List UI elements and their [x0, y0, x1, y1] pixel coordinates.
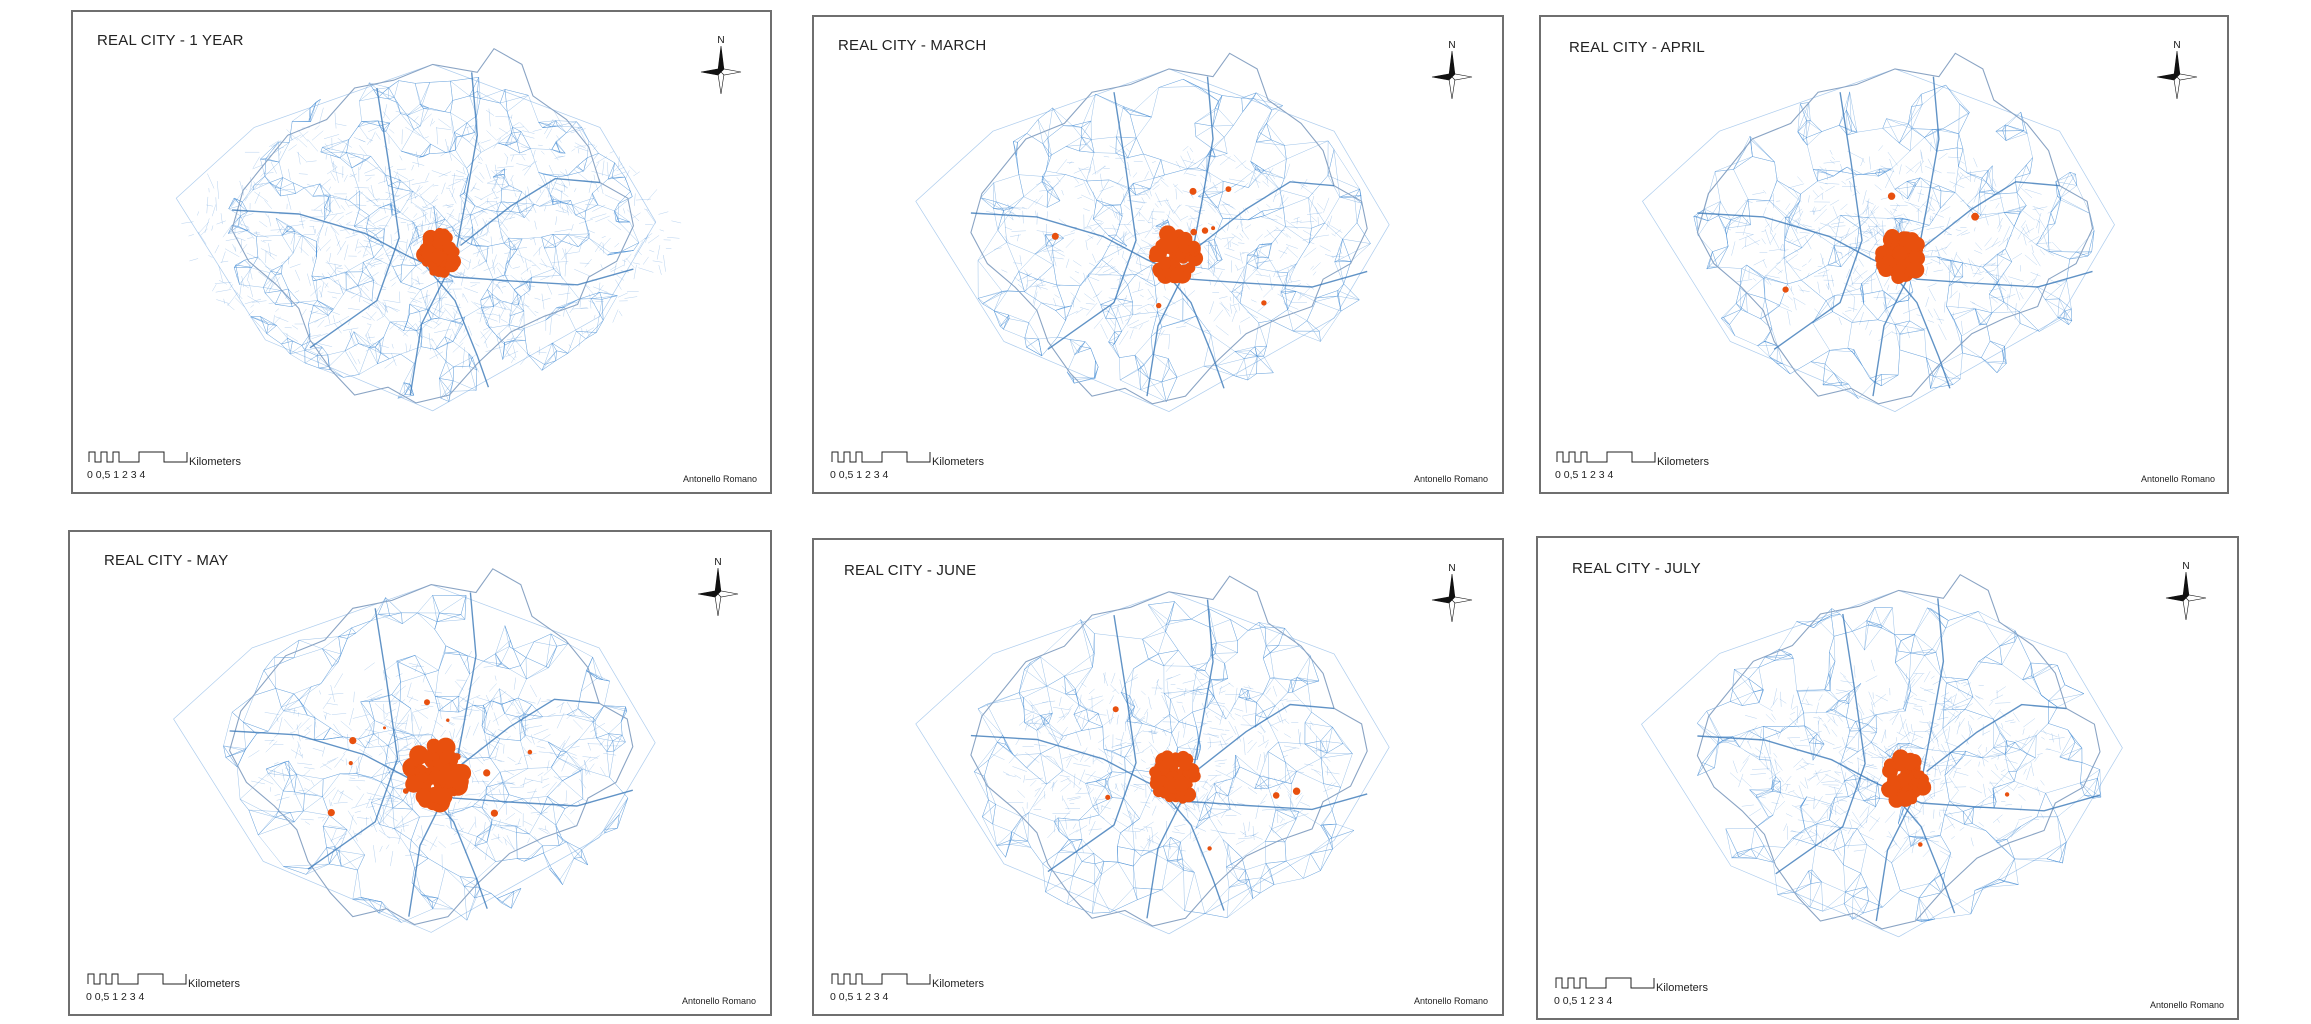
- scale-ticks: 0 0,5 1 2 3 4: [86, 991, 145, 1003]
- map-panel-march: REAL CITY - MARCH N Kilometers 0 0,5 1 2…: [812, 15, 1504, 494]
- svg-text:N: N: [1448, 563, 1455, 574]
- network-map: [915, 575, 1390, 935]
- north-arrow-icon: N: [700, 35, 742, 95]
- map-title: REAL CITY - MARCH: [838, 37, 987, 54]
- scale-ticks: 0 0,5 1 2 3 4: [830, 991, 889, 1003]
- network-map: [1642, 52, 2115, 412]
- scale-bar: [1556, 451, 1656, 463]
- author-credit: Antonello Romano: [1414, 996, 1489, 1006]
- author-credit: Antonello Romano: [2141, 474, 2216, 484]
- north-arrow-icon: N: [1431, 563, 1473, 623]
- scale-bar: [831, 451, 931, 463]
- map-panel-june: REAL CITY - JUNE N Kilometers 0 0,5 1 2 …: [812, 538, 1504, 1016]
- svg-text:N: N: [2173, 40, 2180, 51]
- author-credit: Antonello Romano: [2150, 1000, 2225, 1010]
- map-panel-april: REAL CITY - APRIL N Kilometers 0 0,5 1 2…: [1539, 15, 2229, 494]
- author-credit: Antonello Romano: [683, 474, 758, 484]
- svg-text:N: N: [2182, 561, 2189, 572]
- scale-ticks: 0 0,5 1 2 3 4: [1555, 469, 1614, 481]
- north-arrow-icon: N: [697, 557, 739, 617]
- scale-bar: [1555, 977, 1655, 989]
- network-map: [915, 52, 1390, 412]
- map-panel-july: REAL CITY - JULY N Kilometers 0 0,5 1 2 …: [1536, 536, 2239, 1020]
- map-title: REAL CITY - JUNE: [844, 562, 977, 579]
- network-map: [175, 47, 682, 412]
- map-title: REAL CITY - MAY: [104, 552, 229, 569]
- north-arrow-icon: N: [2165, 561, 2207, 621]
- scale-unit: Kilometers: [932, 456, 984, 468]
- scale-bar: [831, 973, 931, 985]
- scale-unit: Kilometers: [1656, 982, 1708, 994]
- scale-ticks: 0 0,5 1 2 3 4: [87, 469, 146, 481]
- author-credit: Antonello Romano: [682, 996, 757, 1006]
- svg-text:N: N: [1448, 40, 1455, 51]
- map-title: REAL CITY - 1 YEAR: [97, 32, 244, 49]
- scale-unit: Kilometers: [932, 978, 984, 990]
- map-title: REAL CITY - JULY: [1572, 560, 1701, 577]
- scale-bar: [87, 973, 187, 985]
- svg-text:N: N: [714, 557, 721, 568]
- north-arrow-icon: N: [1431, 40, 1473, 100]
- network-map: [173, 568, 656, 933]
- scale-unit: Kilometers: [189, 456, 241, 468]
- scale-unit: Kilometers: [188, 978, 240, 990]
- scale-bar: [88, 451, 188, 463]
- author-credit: Antonello Romano: [1414, 474, 1489, 484]
- network-map: [1641, 573, 2123, 938]
- scale-unit: Kilometers: [1657, 456, 1709, 468]
- map-title: REAL CITY - APRIL: [1569, 39, 1705, 56]
- scale-ticks: 0 0,5 1 2 3 4: [830, 469, 889, 481]
- scale-ticks: 0 0,5 1 2 3 4: [1554, 995, 1613, 1007]
- map-panel-1-year: REAL CITY - 1 YEAR N Kilometers 0 0,5 1 …: [71, 10, 772, 494]
- north-arrow-icon: N: [2156, 40, 2198, 100]
- map-panel-may: REAL CITY - MAY N Kilometers 0 0,5 1 2 3…: [68, 530, 772, 1016]
- svg-text:N: N: [717, 35, 724, 46]
